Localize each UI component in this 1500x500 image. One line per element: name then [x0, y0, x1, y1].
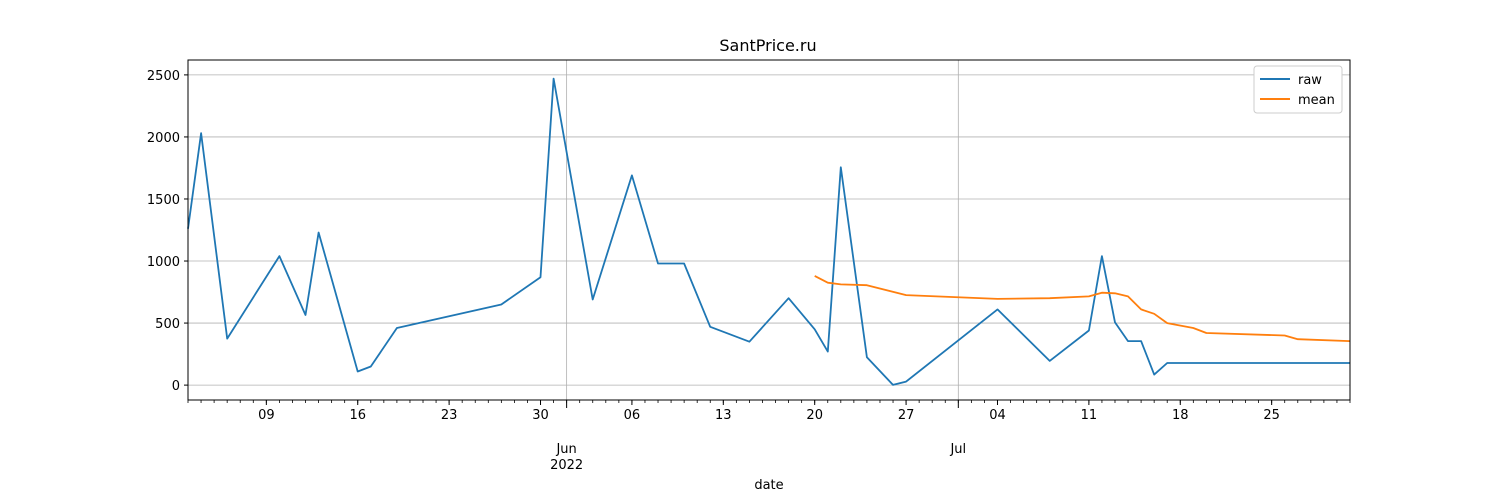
plot-frame: [187, 59, 1351, 401]
x-tick-label: 20: [806, 408, 823, 423]
x-tick-label: 27: [898, 408, 915, 423]
x-axis-label: date: [754, 478, 783, 493]
legend-label-raw: raw: [1298, 73, 1322, 88]
x-tick-label: 18: [1172, 408, 1189, 423]
series-lines: [187, 77, 1351, 386]
legend: raw mean: [1253, 65, 1343, 114]
x-tick-label: 13: [715, 408, 732, 423]
series-line-mean: [814, 275, 1351, 342]
x-major-tick-sublabel: 2022: [550, 458, 583, 473]
x-tick-label: 11: [1081, 408, 1098, 423]
y-tick-label: 500: [155, 317, 180, 332]
legend-box: [1253, 65, 1343, 114]
y-tick-label: 0: [172, 379, 180, 394]
y-tick-label: 1000: [147, 255, 180, 270]
x-tick-label: 23: [441, 408, 458, 423]
x-major-tick-label: Jul: [949, 442, 966, 457]
x-tick-label: 04: [989, 408, 1006, 423]
x-tick-label: 16: [349, 408, 366, 423]
y-tick-label: 1500: [147, 193, 180, 208]
series-line-raw: [187, 77, 1350, 386]
axis-ticks: 0 500 1000 1500 2000 2500 09 16 23 30 06 13 20 27 04 11…: [147, 69, 1351, 473]
x-tick-label: 06: [624, 408, 641, 423]
legend-label-mean: mean: [1298, 93, 1335, 108]
y-tick-label: 2500: [147, 69, 180, 84]
grid-lines: [188, 60, 1350, 400]
y-tick-label: 2000: [147, 131, 180, 146]
chart-title: SantPrice.ru: [719, 36, 816, 55]
x-tick-label: 09: [258, 408, 275, 423]
x-tick-label: 25: [1263, 408, 1280, 423]
x-major-tick-label: Jun: [555, 442, 576, 457]
x-tick-label: 30: [532, 408, 549, 423]
